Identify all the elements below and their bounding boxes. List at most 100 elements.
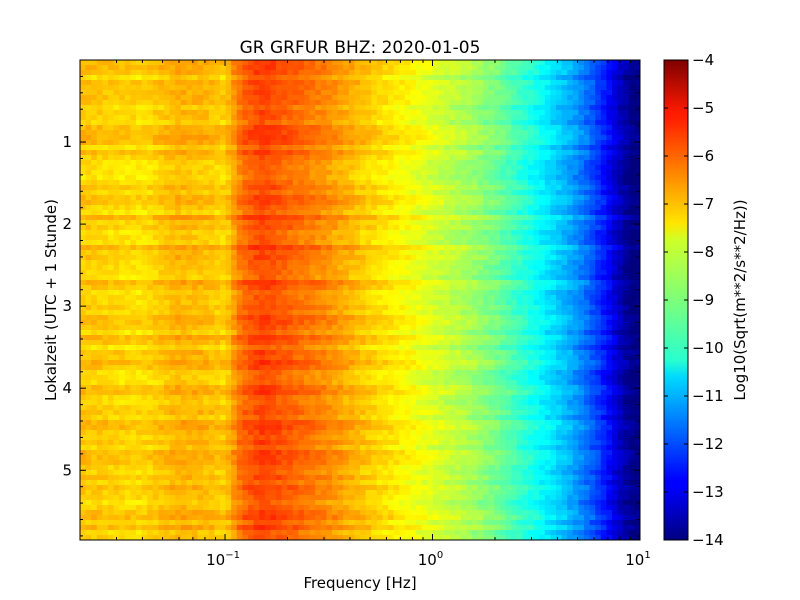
- heatmap-cell: [259, 395, 266, 401]
- heatmap-cell: [253, 345, 260, 351]
- heatmap-cell: [147, 290, 154, 296]
- heatmap-cell: [337, 75, 344, 81]
- heatmap-cell: [259, 150, 266, 156]
- heatmap-cell: [91, 315, 98, 321]
- heatmap-cell: [96, 75, 103, 81]
- heatmap-cell: [348, 125, 355, 131]
- heatmap-cell: [85, 205, 92, 211]
- heatmap-cell: [264, 505, 271, 511]
- heatmap-cell: [332, 145, 339, 151]
- heatmap-cell: [169, 385, 176, 391]
- heatmap-cell: [158, 220, 165, 226]
- heatmap-cell: [309, 310, 316, 316]
- heatmap-cell: [360, 255, 367, 261]
- heatmap-cell: [276, 450, 283, 456]
- heatmap-cell: [130, 310, 137, 316]
- heatmap-cell: [225, 260, 232, 266]
- heatmap-cell: [147, 420, 154, 426]
- heatmap-cell: [337, 325, 344, 331]
- heatmap-cell: [264, 305, 271, 311]
- heatmap-cell: [343, 360, 350, 366]
- heatmap-cell: [152, 120, 159, 126]
- heatmap-cell: [304, 435, 311, 441]
- heatmap-cell: [304, 270, 311, 276]
- heatmap-cell: [141, 380, 148, 386]
- heatmap-cell: [91, 170, 98, 176]
- heatmap-cell: [152, 430, 159, 436]
- heatmap-cell: [80, 75, 87, 81]
- heatmap-cell: [337, 355, 344, 361]
- heatmap-cell: [192, 260, 199, 266]
- heatmap-cell: [175, 150, 182, 156]
- heatmap-cell: [348, 390, 355, 396]
- heatmap-cell: [180, 315, 187, 321]
- heatmap-cell: [197, 120, 204, 126]
- heatmap-cell: [264, 325, 271, 331]
- heatmap-cell: [85, 220, 92, 226]
- heatmap-cell: [326, 70, 333, 76]
- heatmap-cell: [360, 145, 367, 151]
- heatmap-cell: [326, 360, 333, 366]
- heatmap-cell: [304, 470, 311, 476]
- heatmap-cell: [119, 160, 126, 166]
- heatmap-cell: [203, 365, 210, 371]
- heatmap-cell: [147, 165, 154, 171]
- heatmap-cell: [259, 215, 266, 221]
- heatmap-cell: [326, 500, 333, 506]
- heatmap-cell: [276, 185, 283, 191]
- heatmap-cell: [242, 345, 249, 351]
- heatmap-cell: [180, 115, 187, 121]
- heatmap-cell: [259, 285, 266, 291]
- heatmap-cell: [192, 355, 199, 361]
- heatmap-cell: [264, 290, 271, 296]
- heatmap-cell: [320, 135, 327, 141]
- heatmap-cell: [85, 250, 92, 256]
- heatmap-cell: [136, 180, 143, 186]
- heatmap-cell: [253, 320, 260, 326]
- heatmap-cell: [136, 250, 143, 256]
- heatmap-cell: [365, 160, 372, 166]
- heatmap-cell: [343, 80, 350, 86]
- heatmap-cell: [365, 155, 372, 161]
- heatmap-cell: [360, 75, 367, 81]
- heatmap-cell: [91, 195, 98, 201]
- heatmap-cell: [147, 325, 154, 331]
- heatmap-cell: [259, 515, 266, 521]
- heatmap-cell: [197, 135, 204, 141]
- heatmap-cell: [315, 420, 322, 426]
- heatmap-cell: [136, 100, 143, 106]
- heatmap-cell: [147, 160, 154, 166]
- heatmap-cell: [298, 170, 305, 176]
- heatmap-cell: [332, 420, 339, 426]
- heatmap-cell: [304, 280, 311, 286]
- heatmap-cell: [281, 260, 288, 266]
- heatmap-cell: [332, 465, 339, 471]
- heatmap-cell: [309, 485, 316, 491]
- heatmap-cell: [113, 235, 120, 241]
- heatmap-cell: [108, 400, 115, 406]
- heatmap-cell: [315, 440, 322, 446]
- heatmap-cell: [164, 250, 171, 256]
- heatmap-cell: [169, 155, 176, 161]
- heatmap-cell: [102, 465, 109, 471]
- heatmap-cell: [141, 80, 148, 86]
- heatmap-cell: [332, 80, 339, 86]
- heatmap-cell: [203, 380, 210, 386]
- heatmap-cell: [192, 295, 199, 301]
- heatmap-cell: [208, 385, 215, 391]
- heatmap-cell: [332, 405, 339, 411]
- heatmap-cell: [326, 335, 333, 341]
- heatmap-cell: [220, 485, 227, 491]
- heatmap-cell: [214, 410, 221, 416]
- heatmap-cell: [169, 490, 176, 496]
- heatmap-cell: [259, 380, 266, 386]
- heatmap-cell: [332, 395, 339, 401]
- heatmap-cell: [91, 450, 98, 456]
- heatmap-cell: [192, 80, 199, 86]
- heatmap-cell: [343, 420, 350, 426]
- heatmap-cell: [287, 170, 294, 176]
- heatmap-cell: [102, 535, 109, 540]
- heatmap-cell: [102, 60, 109, 66]
- heatmap-cell: [304, 330, 311, 336]
- heatmap-cell: [253, 245, 260, 251]
